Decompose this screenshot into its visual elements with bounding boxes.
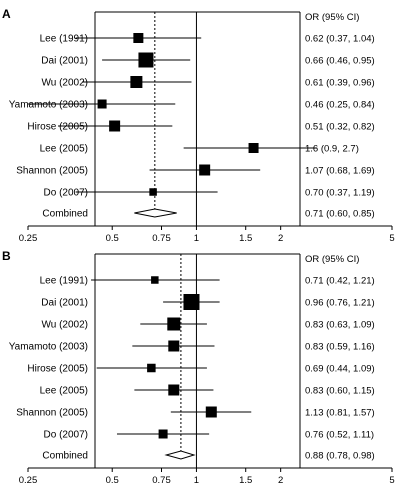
study-row: Lee (2005) 1.6 (0.9, 2.7) (40, 143, 359, 155)
study-row: Hirose (2005) 0.51 (0.32, 0.82) (27, 120, 375, 133)
study-row: Shannon (2005) 1.13 (0.81, 1.57) (16, 406, 375, 419)
study-label: Lee (1991) (40, 276, 88, 287)
study-row: Yamamoto (2003) 0.46 (0.25, 0.84) (9, 99, 375, 111)
or-ci-value: 0.83 (0.60, 1.15) (305, 386, 375, 397)
point-estimate-square (168, 340, 180, 352)
combined-diamond (164, 450, 196, 460)
combined-row: Combined 0.71 (0.60, 0.85) (42, 208, 375, 220)
study-label: Do (2007) (44, 430, 88, 441)
study-label: Dai (2001) (41, 56, 88, 67)
study-label: Yamamoto (2003) (9, 100, 88, 111)
study-row: Dai (2001) 0.66 (0.46, 0.95) (41, 52, 375, 68)
study-label: Shannon (2005) (16, 408, 88, 419)
study-row: Wu (2002) 0.83 (0.63, 1.09) (41, 317, 375, 331)
or-ci-value: 1.6 (0.9, 2.7) (305, 144, 359, 155)
x-tick-label: 1.5 (239, 475, 252, 486)
point-estimate-square (151, 276, 159, 284)
combined-or-value: 0.88 (0.78, 0.98) (305, 451, 375, 462)
x-tick-label: 0.25 (19, 475, 38, 486)
study-row: Do (2007) 0.76 (0.52, 1.11) (44, 429, 374, 441)
or-ci-value: 0.96 (0.76, 1.21) (305, 298, 375, 309)
point-estimate-square (168, 384, 180, 396)
point-estimate-square (167, 317, 181, 331)
x-tick-label: 0.5 (106, 475, 119, 486)
x-tick-label: 0.25 (19, 233, 38, 244)
point-estimate-square (199, 164, 211, 176)
or-ci-value: 0.71 (0.42, 1.21) (305, 276, 375, 287)
x-tick-label: 2 (278, 475, 283, 486)
study-row: Lee (1991) 0.62 (0.37, 1.04) (40, 33, 375, 45)
x-tick-label: 1 (194, 475, 199, 486)
or-ci-value: 0.51 (0.32, 0.82) (305, 122, 375, 133)
combined-label: Combined (42, 209, 88, 220)
or-ci-header: OR (95% CI) (305, 254, 359, 265)
forest-panel-b: B OR (95% CI) 0.25 0.5 0.75 1 1.5 2 5 Lee (1991) 0… (2, 249, 395, 486)
or-ci-value: 0.83 (0.63, 1.09) (305, 320, 375, 331)
x-tick-label: 1 (194, 233, 199, 244)
x-tick-label: 5 (389, 233, 394, 244)
study-label: Lee (1991) (40, 34, 88, 45)
study-row: Dai (2001) 0.96 (0.76, 1.21) (41, 294, 375, 310)
or-ci-value: 0.83 (0.59, 1.16) (305, 342, 375, 353)
study-label: Lee (2005) (40, 144, 88, 155)
or-ci-value: 0.66 (0.46, 0.95) (305, 56, 375, 67)
study-row: Lee (1991) 0.71 (0.42, 1.21) (40, 276, 375, 287)
study-label: Lee (2005) (40, 386, 88, 397)
study-label: Wu (2002) (41, 320, 88, 331)
point-estimate-square (147, 363, 156, 373)
point-estimate-square (248, 143, 259, 153)
point-estimate-square (138, 52, 154, 68)
x-tick-label: 2 (278, 233, 283, 244)
point-estimate-square (130, 76, 143, 88)
or-ci-value: 0.46 (0.25, 0.84) (305, 100, 375, 111)
or-ci-header: OR (95% CI) (305, 12, 359, 23)
study-row: Wu (2002) 0.61 (0.39, 0.96) (41, 76, 375, 89)
x-tick-label: 1.5 (239, 233, 252, 244)
combined-diamond (134, 208, 177, 218)
or-ci-value: 0.61 (0.39, 0.96) (305, 78, 375, 89)
study-row: Yamamoto (2003) 0.83 (0.59, 1.16) (9, 340, 375, 353)
point-estimate-square (109, 120, 121, 132)
or-ci-value: 0.76 (0.52, 1.11) (305, 430, 374, 441)
combined-label: Combined (42, 451, 88, 462)
or-ci-value: 0.69 (0.44, 1.09) (305, 364, 375, 375)
study-row: Hirose (2005) 0.69 (0.44, 1.09) (27, 364, 374, 375)
point-estimate-square (97, 99, 107, 109)
panel-letter: B (2, 249, 11, 263)
combined-row: Combined 0.88 (0.78, 0.98) (42, 450, 375, 462)
study-label: Yamamoto (2003) (9, 342, 88, 353)
x-tick-label: 5 (389, 475, 394, 486)
point-estimate-square (205, 406, 217, 418)
point-estimate-square (149, 188, 157, 196)
x-tick-label: 0.5 (106, 233, 119, 244)
or-ci-value: 1.13 (0.81, 1.57) (305, 408, 375, 419)
or-ci-value: 1.07 (0.68, 1.69) (305, 166, 375, 177)
study-label: Hirose (2005) (27, 122, 88, 133)
study-label: Shannon (2005) (16, 166, 88, 177)
study-label: Dai (2001) (41, 298, 88, 309)
study-row: Shannon (2005) 1.07 (0.68, 1.69) (16, 164, 375, 177)
x-tick-label: 0.75 (152, 233, 171, 244)
study-label: Hirose (2005) (27, 364, 88, 375)
or-ci-value: 0.70 (0.37, 1.19) (305, 188, 375, 199)
study-row: Do (2007) 0.70 (0.37, 1.19) (44, 188, 375, 199)
panel-letter: A (2, 7, 11, 21)
study-row: Lee (2005) 0.83 (0.60, 1.15) (40, 384, 375, 397)
x-tick-label: 0.75 (152, 475, 171, 486)
forest-panel-a: A OR (95% CI) 0.25 0.5 0.75 1 1.5 2 5 Lee (1991) 0… (2, 7, 395, 244)
point-estimate-square (183, 294, 200, 310)
point-estimate-square (133, 33, 144, 43)
point-estimate-square (158, 429, 168, 439)
study-label: Wu (2002) (41, 78, 88, 89)
study-label: Do (2007) (44, 188, 88, 199)
or-ci-value: 0.62 (0.37, 1.04) (305, 34, 375, 45)
combined-or-value: 0.71 (0.60, 0.85) (305, 209, 375, 220)
